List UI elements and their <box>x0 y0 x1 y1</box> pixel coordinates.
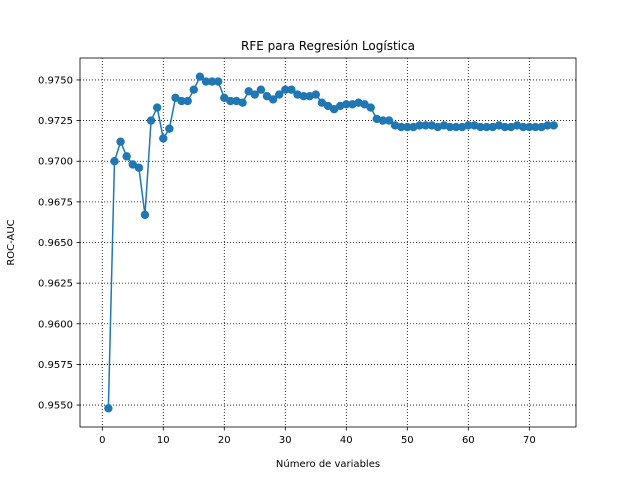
data-point <box>226 96 235 106</box>
data-point <box>531 122 540 132</box>
data-point <box>183 96 192 106</box>
x-tick-label: 70 <box>523 435 536 446</box>
data-point <box>238 98 247 107</box>
data-point <box>287 85 296 94</box>
data-point <box>104 404 113 413</box>
y-tick-label: 0.9675 <box>38 197 73 208</box>
data-point <box>549 121 558 130</box>
data-point <box>177 96 186 106</box>
data-point <box>476 122 485 132</box>
data-point <box>397 122 406 132</box>
data-point <box>159 134 168 143</box>
data-point <box>519 122 528 132</box>
data-point <box>415 121 424 130</box>
data-point <box>195 72 205 81</box>
data-point <box>110 157 119 166</box>
x-tick-label: 60 <box>462 435 475 446</box>
x-tick-label: 0 <box>99 435 105 446</box>
data-point <box>366 103 375 112</box>
x-tick-label: 10 <box>157 435 170 446</box>
y-tick-label: 0.9625 <box>38 279 73 290</box>
data-point <box>451 122 461 132</box>
data-point <box>250 90 259 99</box>
y-tick-label: 0.9725 <box>38 116 73 127</box>
data-point <box>213 77 223 86</box>
data-point <box>256 85 266 94</box>
data-point <box>140 210 150 220</box>
x-tick-label: 50 <box>401 435 414 446</box>
data-point <box>384 116 394 125</box>
y-tick-label: 0.9575 <box>38 360 73 371</box>
data-point <box>134 163 144 172</box>
data-point <box>311 90 320 99</box>
axis-ticks: 0 10 20 30 40 50 60 70 0.9550 0.9575 0.9600 0.9625 0… <box>38 75 536 446</box>
data-point <box>445 122 455 132</box>
data-point <box>207 77 217 86</box>
data-point <box>281 85 290 94</box>
x-tick-label: 20 <box>218 435 231 446</box>
data-point <box>146 116 156 125</box>
x-tick-label: 40 <box>340 435 353 446</box>
data-point <box>152 103 162 112</box>
y-tick-label: 0.9550 <box>38 401 73 412</box>
data-point <box>500 122 510 132</box>
data-point <box>482 122 491 132</box>
data-point <box>525 122 534 132</box>
y-axis-title: ROC-AUC <box>6 219 17 265</box>
data-point <box>342 100 351 109</box>
data-point <box>165 124 174 133</box>
y-tick-label: 0.9700 <box>38 157 73 168</box>
data-point <box>543 121 552 130</box>
data-point <box>122 152 131 161</box>
x-tick-label: 30 <box>279 435 292 446</box>
data-point <box>274 90 284 99</box>
data-point <box>201 77 211 86</box>
chart-title: RFE para Regresión Logística <box>241 39 415 53</box>
data-point <box>421 121 430 130</box>
data-point <box>464 121 473 130</box>
y-tick-label: 0.9600 <box>38 319 73 330</box>
y-tick-label: 0.9750 <box>38 75 73 86</box>
series-layer <box>104 72 558 413</box>
data-point <box>189 85 198 94</box>
data-point <box>378 116 388 125</box>
x-axis-title: Número de variables <box>276 458 380 470</box>
data-point <box>116 137 125 146</box>
data-point <box>403 122 412 132</box>
y-tick-label: 0.9650 <box>38 238 73 249</box>
data-point <box>268 95 278 104</box>
data-point <box>299 92 308 101</box>
